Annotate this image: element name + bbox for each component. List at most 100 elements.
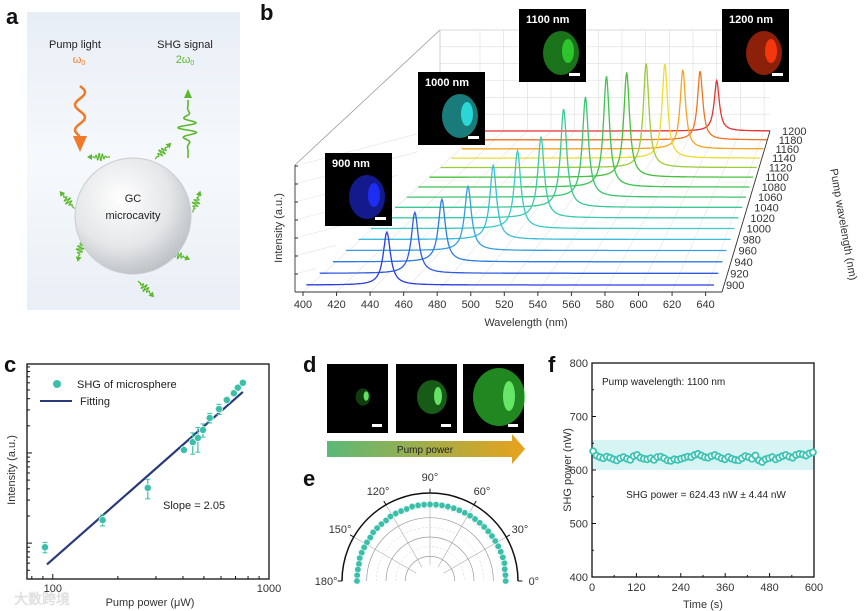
pump-power-image-1 — [396, 364, 457, 433]
scale-bar — [372, 424, 382, 427]
e-data-point — [382, 516, 390, 524]
c-data-point — [214, 405, 223, 414]
inset-label: 1100 nm — [526, 14, 570, 26]
b-pump-tick-label: 960 — [739, 246, 757, 258]
scattered-shg-wave-icon — [154, 142, 172, 160]
f-x-tick-label: 0 — [589, 582, 595, 594]
c-data-point — [98, 516, 107, 525]
panel-d: d Pump power — [303, 352, 525, 464]
scale-bar — [468, 136, 479, 139]
e-angle-label: 0° — [529, 576, 540, 588]
b-wall-gridline — [294, 244, 337, 257]
c-data-point — [193, 433, 202, 442]
b-x-tick-label: 560 — [562, 299, 580, 311]
e-data-point — [366, 534, 374, 542]
b-wall-gridline — [294, 127, 439, 167]
e-data-point — [484, 527, 492, 535]
c-data-point — [188, 438, 197, 447]
c-data-point — [233, 383, 242, 392]
b-pump-tick-label: 1140 — [772, 153, 796, 165]
b-x-tick-label: 440 — [361, 299, 379, 311]
e-data-point — [480, 523, 488, 531]
shg-wave-icon — [177, 100, 198, 158]
b-pump-tick-label: 1020 — [750, 213, 774, 225]
b-x-tick-label: 480 — [428, 299, 446, 311]
e-data-point — [494, 542, 502, 550]
f-y-tick-label: 800 — [570, 358, 588, 370]
c-data-point — [222, 395, 231, 404]
c-data-point — [40, 543, 49, 552]
f-x-tick-label: 360 — [716, 582, 734, 594]
b-x-tick-label: 460 — [394, 299, 412, 311]
e-angle-tick — [383, 500, 387, 506]
b-pump-tick-label: 900 — [726, 280, 744, 292]
pump-power-arrow — [327, 434, 525, 464]
spectral-image-inset-1: 1000 nm — [418, 72, 485, 145]
c-plot-frame — [26, 363, 270, 580]
c-data-point — [179, 445, 188, 454]
b-intensity-axis-label: Intensity (a.u.) — [273, 193, 285, 263]
spectral-image-inset-3: 1200 nm — [722, 9, 789, 82]
scattered-wave-path — [62, 194, 75, 210]
e-data-point — [392, 510, 400, 518]
panel-label-f: f — [548, 352, 556, 377]
b-pump-tick-label: 1200 — [782, 126, 806, 138]
wave-arrows — [59, 85, 202, 298]
b-wall-edge — [294, 29, 441, 166]
e-data-point — [501, 571, 509, 579]
b-wall-gridline — [294, 268, 316, 275]
waterfall-axes: 400 420 440 460 480 500 520 540 560 580 600 620 640 9… — [294, 126, 807, 311]
panel-b: b 400 420 440 460 480 500 520 540 560 580 600 620 64… — [260, 0, 859, 329]
spectrum-line-1100 — [429, 72, 754, 178]
pump-light-label: Pump light — [49, 39, 101, 51]
c-legend-label-fitting: Fitting — [80, 396, 110, 408]
b-x-tick-label: 420 — [327, 299, 345, 311]
microsphere-bright-edge — [368, 183, 380, 207]
scattered-shg-wave-icon — [137, 280, 155, 298]
e-polar-plot: 0° 30° 60° 90° 120° 150° 180° — [315, 472, 539, 588]
microsphere-bright-edge — [765, 39, 777, 63]
f-plot: 0 120 240 360 480 600 400 500 600 700 800 — [570, 358, 824, 594]
b-pump-tick-label: 1080 — [762, 182, 786, 194]
spectrum-line-1040 — [395, 108, 743, 208]
b-x-tick-label: 600 — [629, 299, 647, 311]
scattered-wave-path — [191, 195, 201, 213]
sphere-label-gc: GC — [125, 193, 142, 205]
d-images — [327, 364, 525, 433]
scattered-wave-arrowhead-icon — [165, 142, 172, 149]
waterfall-spectra — [306, 63, 770, 286]
spectrum-line-1000 — [370, 148, 735, 230]
b-pump-tick-label: 1180 — [779, 135, 803, 147]
inset-label: 1200 nm — [729, 14, 773, 26]
microsphere-bright-edge — [434, 387, 442, 405]
microsphere-glow — [473, 368, 525, 426]
e-data-point — [353, 577, 361, 585]
inset-label: 1000 nm — [425, 77, 469, 89]
pump-wave-icon — [73, 85, 87, 137]
panel-label-d: d — [303, 352, 316, 377]
f-y-tick-label: 700 — [570, 412, 588, 424]
panel-label-b: b — [260, 0, 273, 25]
b-x-tick-label: 620 — [663, 299, 681, 311]
e-data-point — [355, 560, 363, 568]
spectral-image-inset-2: 1100 nm — [519, 9, 586, 82]
spectrum-line-940 — [332, 197, 723, 263]
c-x-tick-label: 1000 — [257, 583, 281, 595]
f-pump-wavelength-annotation: Pump wavelength: 1100 nm — [602, 377, 725, 388]
e-angle-label: 30° — [512, 524, 529, 536]
gc-microcavity-sphere — [74, 157, 192, 275]
c-data-point — [238, 378, 247, 387]
c-x-axis-label: Pump power (μW) — [106, 597, 195, 609]
pump-power-arrow-label: Pump power — [397, 445, 454, 456]
e-data-point — [356, 554, 364, 562]
microsphere-bright-edge — [461, 102, 473, 126]
e-data-point — [426, 500, 434, 508]
b-pump-tick-label: 1160 — [776, 144, 800, 156]
scattered-wave-arrowhead-icon — [195, 190, 202, 197]
scattered-wave-path — [91, 152, 110, 162]
b-pump-tick-label: 1100 — [765, 172, 789, 184]
spectrum-line-1020 — [383, 136, 739, 219]
scattered-wave-arrowhead-icon — [75, 256, 82, 262]
b-pump-tick-label: 920 — [730, 268, 748, 280]
b-x-tick-label: 540 — [529, 299, 547, 311]
